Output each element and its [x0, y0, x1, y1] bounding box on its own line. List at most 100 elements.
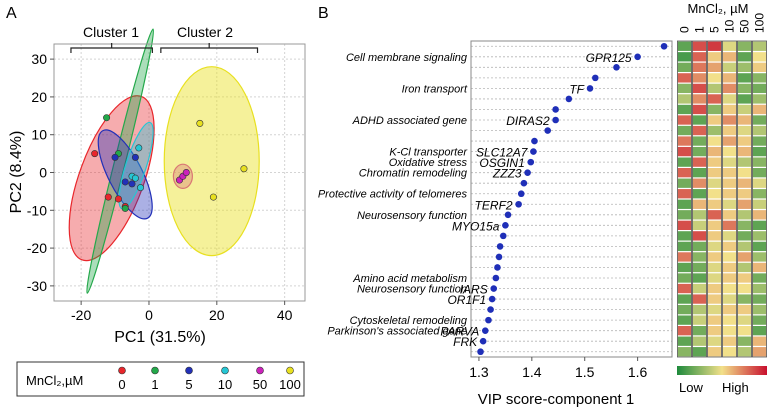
heatmap-cell: [692, 294, 707, 304]
heatmap-column-border: [752, 40, 768, 358]
heatmap-cell: [692, 83, 707, 94]
pca-point-10: [131, 174, 139, 182]
heatmap-column-border: [737, 40, 753, 358]
vip-point: [496, 243, 504, 250]
heatmap-column-label: 0: [678, 26, 692, 33]
cluster-2-bracket: [160, 47, 259, 53]
heatmap-cell: [692, 125, 707, 136]
heatmap-cell: [677, 136, 692, 146]
heatmap-cell: [677, 231, 692, 241]
pca-x-ticks: -20 0 20 40: [71, 301, 293, 323]
heatmap-cell: [677, 83, 692, 94]
heatmap-cell: [722, 94, 737, 104]
pca-point-5: [121, 178, 129, 186]
heatmap-cell: [692, 104, 707, 115]
heatmap-cell: [752, 283, 767, 294]
heatmap-color-scale: [677, 366, 767, 375]
pca-y-tick-label: 10: [31, 127, 47, 143]
heatmap-cell: [707, 146, 722, 157]
heatmap-column-label: 100: [753, 13, 767, 33]
heatmap-cell: [692, 146, 707, 157]
heatmap-cell: [722, 115, 737, 125]
legend-marker-10: [221, 366, 229, 375]
heatmap-cell: [752, 210, 767, 220]
category-label: Chromatin remodeling: [359, 168, 468, 180]
heatmap-cell: [737, 73, 752, 83]
legend-label-5: 5: [185, 377, 192, 392]
heatmap-cell: [737, 146, 752, 157]
heatmap-cell: [737, 94, 752, 104]
heatmap-cells: [677, 41, 767, 357]
pca-point-0: [114, 195, 122, 203]
heatmap-column-border: [692, 40, 708, 358]
heatmap-cell: [722, 41, 737, 51]
vip-point: [660, 42, 668, 50]
pca-legend-entries: 0 1 5 10 50 100: [118, 366, 301, 392]
pca-y-tick-label: 20: [31, 89, 47, 105]
legend-marker-1: [151, 366, 159, 375]
heatmap-cell: [737, 189, 752, 199]
pca-point-100: [209, 193, 217, 201]
heatmap-cell: [722, 146, 737, 157]
panel-a-letter: A: [6, 5, 17, 22]
pca-y-tick-label: 0: [39, 165, 47, 181]
pca-x-tick-label: 20: [209, 307, 225, 323]
heatmap-cell: [677, 146, 692, 157]
pca-legend-title: MnCl₂,µM: [26, 373, 83, 388]
heatmap-cell: [707, 136, 722, 146]
category-label: Neurosensory function: [357, 210, 467, 222]
heatmap-cell: [677, 347, 692, 357]
heatmap-cell: [677, 294, 692, 304]
heatmap-cell: [677, 304, 692, 315]
heatmap-cell: [752, 294, 767, 304]
heatmap-cell: [752, 304, 767, 315]
heatmap-cell: [707, 283, 722, 294]
heatmap-cell: [677, 326, 692, 336]
vip-point: [517, 190, 525, 198]
heatmap-cell: [707, 115, 722, 125]
heatmap-cell: [737, 104, 752, 115]
gene-label: MYO15a: [452, 219, 500, 233]
heatmap-cell: [707, 199, 722, 209]
cluster-2-label: Cluster 2: [177, 24, 233, 40]
legend-marker-5: [185, 366, 193, 375]
heatmap-cell: [737, 178, 752, 188]
heatmap-cell: [737, 231, 752, 241]
heatmap-cell: [752, 125, 767, 136]
category-label: Cell membrane signaling: [346, 52, 468, 64]
heatmap-cell: [677, 157, 692, 167]
cluster-brackets: [70, 43, 259, 53]
vip-point: [565, 95, 573, 103]
heatmap-cell: [707, 94, 722, 104]
pca-point-1: [103, 114, 111, 122]
pca-y-tick-label: -30: [27, 278, 47, 294]
category-label: Neurosensory function: [357, 284, 467, 296]
vip-point: [524, 169, 531, 176]
vip-point: [494, 264, 501, 271]
heatmap-cell: [737, 294, 752, 304]
heatmap-column-label: 5: [708, 26, 722, 33]
pca-x-tick-label: -20: [71, 307, 91, 323]
heatmap-cell: [752, 347, 767, 357]
gene-label: DIRAS2: [506, 114, 550, 128]
heatmap-cell: [692, 326, 707, 336]
heatmap-cell: [737, 41, 752, 51]
heatmap-cell: [707, 326, 722, 336]
heatmap-cell: [722, 199, 737, 209]
heatmap-cell: [707, 304, 722, 315]
heatmap-cell: [677, 252, 692, 262]
heatmap-cell: [677, 41, 692, 51]
vip-point: [492, 274, 500, 282]
heatmap-cell: [737, 315, 752, 325]
vip-x-tick-label: 1.6: [628, 364, 648, 380]
legend-marker-0: [118, 366, 126, 375]
heatmap-cell: [737, 326, 752, 336]
gene-label: OSGIN1: [479, 156, 524, 170]
heatmap-cell: [752, 189, 767, 199]
vip-point: [552, 106, 559, 113]
heatmap-cell: [692, 262, 707, 273]
heatmap-cell: [737, 115, 752, 125]
heatmap-cell: [737, 252, 752, 262]
heatmap-cell: [737, 62, 752, 72]
category-label: Parkinson's associated gene: [327, 326, 467, 338]
